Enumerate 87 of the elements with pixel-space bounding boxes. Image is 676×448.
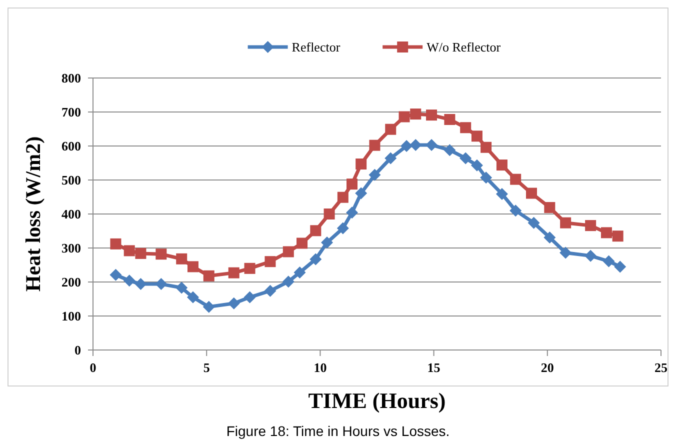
point (544, 231, 556, 244)
point (134, 278, 147, 290)
point (321, 236, 334, 249)
point (156, 248, 167, 260)
point (346, 178, 358, 190)
point (244, 291, 256, 304)
y-tick-label: 600 (62, 138, 81, 154)
point (203, 270, 214, 282)
y-tick-label: 300 (62, 240, 81, 256)
point (612, 230, 624, 242)
x-tick-label: 5 (203, 360, 210, 375)
point (296, 238, 308, 249)
point (560, 217, 572, 228)
x-tick-label: 15 (427, 360, 441, 375)
y-tick-label: 0 (74, 342, 81, 358)
legend-label: W/o Reflector (426, 40, 502, 55)
point (398, 111, 410, 122)
caption: Figure 18: Time in Hours vs Losses. (226, 423, 450, 439)
point (614, 260, 626, 273)
point (110, 238, 122, 250)
y-tick-label: 100 (62, 308, 81, 324)
point (385, 124, 396, 135)
point (123, 274, 136, 287)
point (480, 172, 492, 184)
point (264, 284, 276, 297)
point (602, 255, 615, 268)
point (187, 261, 198, 272)
point (336, 222, 349, 234)
point (324, 208, 335, 220)
point (510, 204, 522, 217)
point (369, 140, 380, 151)
point (337, 192, 348, 203)
y-tick-label: 800 (62, 70, 81, 86)
point (155, 278, 168, 290)
point (294, 266, 306, 278)
legend-label: Reflector (292, 40, 341, 55)
point (400, 140, 413, 152)
point (228, 297, 240, 310)
point (368, 168, 381, 181)
point (526, 188, 537, 199)
point (460, 152, 472, 164)
point (202, 300, 215, 313)
point (228, 267, 240, 278)
y-tick-label: 400 (62, 206, 81, 222)
point (124, 245, 135, 256)
point (410, 108, 422, 120)
point (346, 206, 358, 219)
x-tick-label: 10 (314, 360, 327, 375)
point (244, 262, 256, 274)
y-tick-label: 200 (62, 274, 81, 290)
y-axis-title: Heat loss (W/m2) (21, 136, 45, 292)
point (470, 159, 483, 172)
x-tick-label: 0 (90, 360, 96, 375)
x-axis-title: TIME (Hours) (308, 388, 446, 413)
point (282, 246, 294, 258)
y-tick-label: 700 (62, 104, 81, 120)
point (444, 144, 456, 156)
point (600, 227, 612, 238)
point (355, 187, 368, 200)
point (186, 291, 199, 304)
point (496, 188, 508, 200)
point (528, 216, 540, 229)
point (480, 142, 492, 153)
x-tick-label: 25 (654, 360, 668, 375)
point (460, 122, 472, 134)
point (584, 250, 597, 262)
point (310, 253, 322, 266)
point (135, 248, 146, 259)
point (176, 282, 188, 294)
x-tick-label: 20 (540, 360, 554, 375)
point (426, 138, 438, 151)
point (471, 130, 482, 142)
point (585, 220, 596, 232)
point (444, 114, 456, 125)
point (384, 152, 397, 164)
point (264, 256, 276, 268)
point (110, 268, 122, 281)
y-tick-label: 500 (62, 172, 81, 188)
point (560, 246, 572, 259)
point (510, 174, 522, 185)
point (544, 202, 556, 214)
point (282, 276, 294, 288)
point (426, 110, 438, 121)
point (310, 225, 322, 236)
point (356, 158, 367, 170)
point (176, 253, 188, 264)
point (496, 160, 508, 171)
